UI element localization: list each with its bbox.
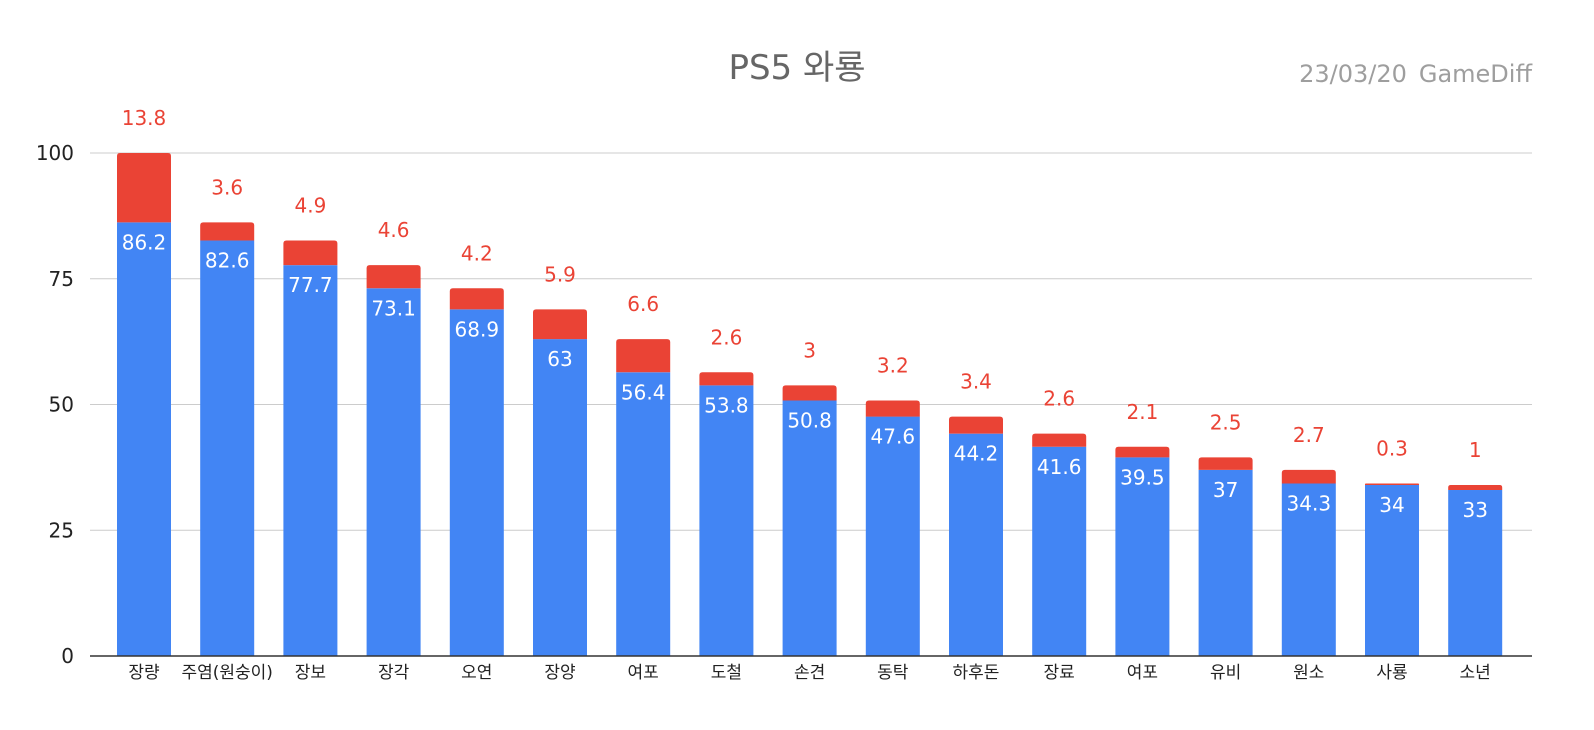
bar-base: [865, 416, 920, 656]
bar-base-label: 44.2: [954, 442, 999, 466]
x-tick-label: 오연: [461, 663, 492, 683]
bar-base-label: 53.8: [704, 393, 749, 417]
bar-extra: [1281, 469, 1336, 484]
bar-extra: [1365, 483, 1419, 485]
x-tick-label: 동탁: [877, 663, 909, 683]
bar-base: [782, 400, 837, 656]
bar-extra: [533, 309, 587, 340]
bar-extra: [699, 372, 754, 386]
bar-extra-label: 2.7: [1293, 423, 1325, 447]
bar-base-label: 77.7: [288, 273, 333, 297]
bar-extra: [616, 339, 671, 373]
bar-extra: [949, 416, 1003, 434]
bar-base: [533, 339, 587, 656]
x-tick-label: 하후돈: [953, 663, 1000, 683]
bar-extra: [283, 240, 338, 266]
x-tick-label: 사룡: [1376, 663, 1407, 683]
bar-extra-label: 3.4: [960, 370, 992, 394]
bar-base-label: 56.4: [621, 380, 666, 404]
x-tick-label: 여포: [1127, 663, 1158, 683]
x-tick-label: 장각: [378, 663, 410, 683]
bar-base-label: 34.3: [1287, 491, 1332, 515]
y-tick-label: 75: [49, 267, 74, 291]
bar-base: [949, 433, 1003, 656]
bar-extra-label: 1: [1469, 438, 1482, 462]
bar-base: [1198, 469, 1253, 656]
bar-base: [283, 265, 338, 656]
x-tick-label: 유비: [1210, 663, 1241, 683]
bar-base: [117, 222, 171, 656]
bar-extra-label: 13.8: [122, 106, 167, 130]
chart-source: GameDiff: [1418, 60, 1532, 88]
y-tick-label: 0: [61, 644, 74, 668]
bar-base: [449, 309, 504, 656]
x-tick-label: 여포: [628, 663, 659, 683]
bar-extra-label: 0.3: [1376, 436, 1408, 460]
bar-base-label: 33: [1462, 498, 1487, 522]
bar-extra-label: 6.6: [627, 292, 659, 316]
y-tick-label: 50: [49, 393, 74, 417]
bar-base-label: 41.6: [1037, 455, 1082, 479]
bar-extra-label: 3: [803, 338, 816, 362]
bar-extra: [117, 153, 171, 223]
x-tick-label: 원소: [1293, 663, 1324, 683]
bar-base-label: 63: [547, 347, 572, 371]
chart-credit: 23/03/20 GameDiff: [1299, 60, 1532, 88]
bar-extra-label: 5.9: [544, 262, 576, 286]
x-tick-label: 소년: [1460, 663, 1491, 683]
chart-title: PS5 와룡: [728, 48, 866, 88]
bar-base: [366, 288, 421, 656]
x-tick-label: 장량: [128, 663, 160, 683]
bar-base: [1281, 483, 1336, 656]
bar-extra: [200, 222, 255, 241]
bar-base-label: 50.8: [787, 408, 832, 432]
bar-base-label: 37: [1213, 478, 1238, 502]
y-tick-label: 100: [36, 141, 74, 165]
bar-extra: [1032, 433, 1087, 447]
bar-extra-label: 2.6: [710, 325, 742, 349]
chart-date: 23/03/20: [1299, 60, 1407, 88]
bar-base-label: 68.9: [455, 317, 500, 341]
bar-base-label: 86.2: [122, 230, 167, 254]
bar-base-label: 73.1: [371, 296, 416, 320]
bar-extra: [449, 288, 504, 310]
bar-extra-label: 4.6: [378, 218, 410, 242]
bar-base: [699, 385, 754, 656]
x-tick-label: 도철: [711, 663, 742, 683]
x-tick-label: 장료: [1044, 663, 1075, 683]
x-tick-label: 주염(원숭이): [181, 663, 272, 683]
bar-base: [200, 240, 255, 656]
bar-extra: [366, 265, 421, 289]
bar-base-label: 82.6: [205, 249, 250, 273]
bar-extra: [865, 400, 920, 417]
bar-base: [616, 372, 671, 656]
bar-base-label: 47.6: [871, 425, 916, 449]
bar-extra-label: 4.2: [461, 241, 493, 265]
y-tick-label: 25: [49, 518, 74, 542]
bar-extra-label: 3.2: [877, 353, 909, 377]
bar-extra-label: 2.5: [1210, 410, 1242, 434]
bar-extra-label: 3.6: [211, 175, 243, 199]
bar-base: [1448, 490, 1503, 656]
bar-base: [1115, 457, 1170, 656]
bar-extra: [1115, 446, 1170, 458]
bar-base-label: 39.5: [1120, 465, 1165, 489]
bar-extra-label: 2.1: [1126, 400, 1158, 424]
bar-extra: [1198, 457, 1253, 470]
x-tick-label: 장양: [544, 663, 575, 683]
bar-extra: [782, 385, 837, 401]
bar-extra-label: 4.9: [294, 194, 326, 218]
x-tick-label: 장보: [295, 663, 326, 683]
bar-extra-label: 2.6: [1043, 387, 1075, 411]
bar-base: [1032, 446, 1087, 656]
bar-base: [1365, 484, 1419, 656]
bar-extra: [1448, 484, 1503, 491]
x-tick-label: 손견: [794, 663, 825, 683]
bar-base-label: 34: [1379, 493, 1404, 517]
